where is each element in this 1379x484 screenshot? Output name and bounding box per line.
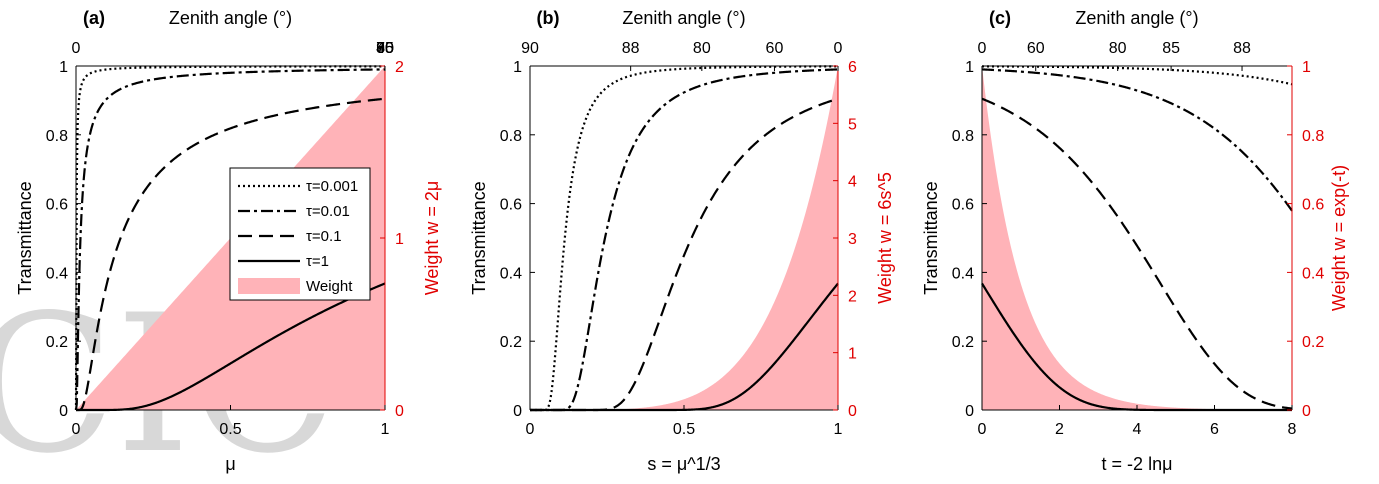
y2-tick-label: 0	[395, 403, 404, 420]
y2-tick-label: 2	[848, 288, 857, 305]
top-tick-label: 88	[1233, 40, 1251, 57]
y2-axis-label: Weight w = exp(-t)	[1329, 165, 1349, 311]
legend-label: τ=0.01	[306, 203, 350, 220]
series-line-dotted	[74, 65, 385, 411]
y-tick-label: 0.2	[952, 334, 974, 351]
x-tick-label: 2	[1055, 421, 1064, 438]
legend-label: τ=1	[306, 253, 329, 270]
top-tick-label: 30	[376, 40, 394, 57]
x-axis-label: μ	[225, 454, 235, 474]
y-tick-label: 0.8	[46, 128, 68, 145]
y-tick-label: 1	[513, 59, 522, 76]
panel-letter: (b)	[537, 8, 560, 28]
top-tick-label: 90	[376, 40, 394, 57]
top-tick-label: 60	[376, 40, 394, 57]
series-line-solid	[76, 282, 386, 412]
top-axis-label: Zenith angle (°)	[1075, 8, 1198, 28]
series-line-dashdot	[74, 68, 386, 411]
top-tick-label: 88	[622, 40, 640, 57]
top-axis-label: Zenith angle (°)	[169, 8, 292, 28]
y2-tick-label: 1	[1302, 59, 1311, 76]
x-tick-label: 0	[72, 421, 81, 438]
weight-area	[982, 66, 1292, 410]
y-tick-label: 0.8	[500, 128, 522, 145]
y-tick-label: 0.4	[46, 265, 68, 282]
series-line-dotted	[530, 65, 839, 412]
legend: τ=0.001 τ=0.01 τ=0.1 τ=1 Weight	[229, 167, 371, 301]
legend-label: Weight	[306, 278, 353, 295]
top-tick-label: 85	[1162, 40, 1180, 57]
y2-tick-label: 5	[848, 116, 857, 133]
legend-swatch	[238, 278, 300, 294]
y-tick-label: 1	[965, 59, 974, 76]
y2-tick-label: 1	[395, 231, 404, 248]
y-tick-label: 0	[965, 403, 974, 420]
y2-tick-label: 4	[848, 174, 857, 191]
series-line-dashed	[76, 97, 386, 412]
top-axis-label: Zenith angle (°)	[622, 8, 745, 28]
y-tick-label: 0	[59, 403, 68, 420]
x-tick-label: 6	[1210, 421, 1219, 438]
top-tick-label: 90	[521, 40, 539, 57]
x-tick-label: 0	[978, 421, 987, 438]
legend-label: τ=0.1	[306, 228, 342, 245]
y-tick-label: 0	[513, 403, 522, 420]
top-tick-label: 0	[834, 40, 843, 57]
y2-axis-label: Weight w = 2μ	[422, 181, 442, 296]
panel-a: 0 0.5 100.20.40.60.8101290756045300Zenith …	[15, 8, 442, 474]
x-tick-label: 1	[381, 421, 390, 438]
x-axis-label: t = -2 lnμ	[1102, 454, 1173, 474]
x-axis-label: s = μ^1/3	[647, 454, 720, 474]
x-tick-label: 0	[526, 421, 535, 438]
x-tick-label: 0.5	[673, 421, 695, 438]
series-line-dashdot	[530, 68, 839, 412]
top-tick-label: 60	[766, 40, 784, 57]
y-tick-label: 0.6	[952, 197, 974, 214]
y-axis-label: Transmittance	[921, 181, 941, 294]
series-line-dashed	[981, 97, 1293, 410]
y2-tick-label: 0.2	[1302, 334, 1324, 351]
top-tick-label: 80	[693, 40, 711, 57]
top-tick-label: 0	[978, 40, 987, 57]
y-tick-label: 0.6	[46, 197, 68, 214]
y-tick-label: 0.8	[952, 128, 974, 145]
y-axis-label: Transmittance	[15, 181, 35, 294]
y2-tick-label: 0	[1302, 403, 1311, 420]
y-tick-label: 0.4	[500, 265, 522, 282]
series-line-dashdot	[981, 68, 1293, 212]
y2-tick-label: 3	[848, 231, 857, 248]
top-tick-label: 75	[376, 40, 394, 57]
x-tick-label: 8	[1288, 421, 1297, 438]
top-tick-label: 45	[376, 40, 394, 57]
y2-tick-label: 0.6	[1302, 197, 1324, 214]
legend-label: τ=0.001	[306, 178, 358, 195]
y-axis-label: Transmittance	[469, 181, 489, 294]
panel-letter: (a)	[83, 8, 105, 28]
y2-tick-label: 6	[848, 59, 857, 76]
x-tick-label: 0.5	[219, 421, 241, 438]
y-tick-label: 0.2	[500, 334, 522, 351]
top-tick-label: 80	[1109, 40, 1127, 57]
y2-tick-label: 0	[848, 403, 857, 420]
y2-tick-label: 0.8	[1302, 128, 1324, 145]
y-tick-label: 1	[59, 59, 68, 76]
y2-tick-label: 0.4	[1302, 265, 1324, 282]
y2-tick-label: 2	[395, 59, 404, 76]
y2-axis-label: Weight w = 6s^5	[875, 172, 895, 304]
top-tick-label: 0	[72, 40, 81, 57]
panel-letter: (c)	[989, 8, 1011, 28]
series-line-dotted	[981, 65, 1293, 86]
top-tick-label: 60	[1027, 40, 1045, 57]
x-tick-label: 4	[1133, 421, 1142, 438]
y-tick-label: 0.4	[952, 265, 974, 282]
x-tick-label: 1	[834, 421, 843, 438]
y2-tick-label: 1	[848, 346, 857, 363]
y-tick-label: 0.2	[46, 334, 68, 351]
weight-area	[530, 66, 838, 410]
y-tick-label: 0.6	[500, 197, 522, 214]
